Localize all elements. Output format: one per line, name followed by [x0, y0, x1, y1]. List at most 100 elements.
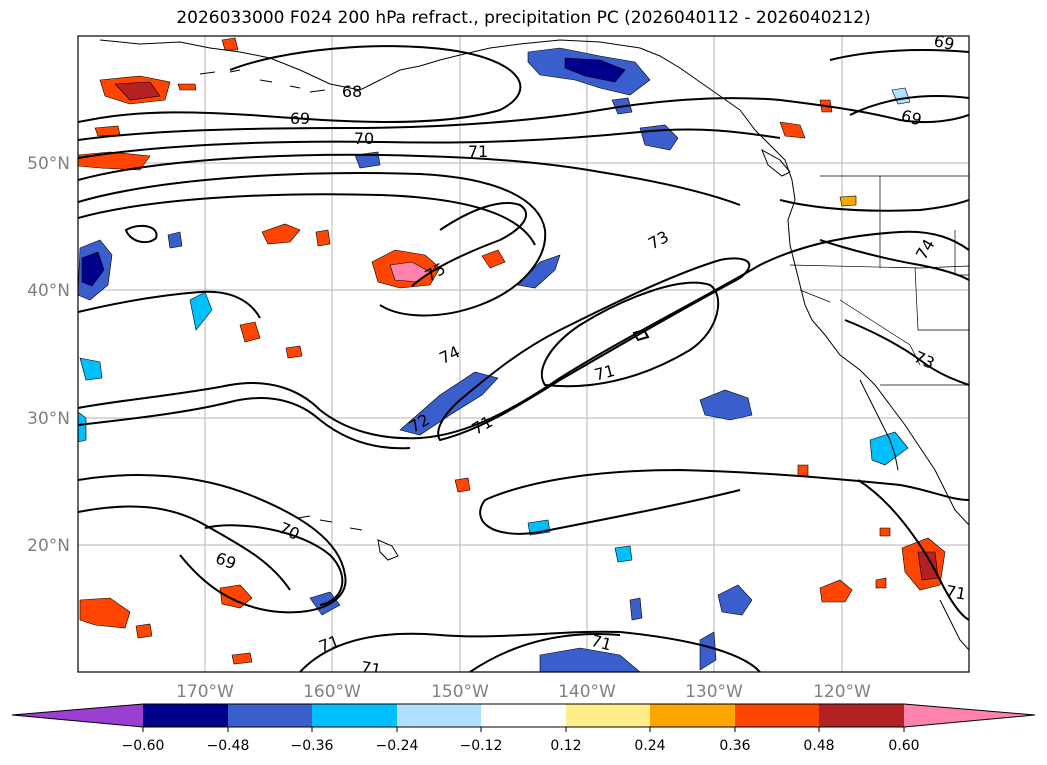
- precip-positive-area: [481, 249, 506, 269]
- precip-negative-area: [869, 431, 909, 466]
- contour-line: [78, 193, 536, 246]
- coastlines: [99, 39, 969, 651]
- colorbar-extend-high: [904, 704, 1035, 727]
- lat-label: 20°N: [27, 536, 70, 556]
- contour-line: [469, 633, 621, 672]
- lon-label: 140°W: [558, 682, 616, 702]
- precip-positive-area: [231, 652, 253, 665]
- lat-label: 30°N: [27, 409, 70, 429]
- colorbar-bin: [735, 704, 819, 727]
- colorbar-tick-label: 0.12: [550, 738, 581, 754]
- colorbar-tick-label: −0.24: [376, 738, 419, 754]
- colorbar-bin: [566, 704, 650, 727]
- precip-negative-area: [539, 647, 641, 672]
- contour-label: 69: [932, 31, 956, 54]
- contour-line: [411, 201, 528, 287]
- contour-line: [124, 224, 158, 244]
- precip-negative-area: [189, 291, 213, 331]
- contour-label: 69: [290, 109, 310, 128]
- precip-negative-core: [81, 251, 105, 287]
- contour-line: [479, 489, 741, 535]
- contour-line: [437, 257, 751, 442]
- map-frame: [77, 35, 970, 673]
- colorbar-tick-label: −0.36: [291, 738, 334, 754]
- colorbar-tick-label: 0.48: [803, 738, 834, 754]
- contour-line: [779, 199, 969, 212]
- colorbar-bin: [819, 704, 904, 727]
- precip-positive-area: [219, 584, 253, 609]
- colorbar-tick-label: −0.48: [207, 738, 250, 754]
- precip-positive-area: [454, 477, 471, 493]
- coastline-alaska: [99, 39, 741, 111]
- lon-label: 170°W: [176, 682, 234, 702]
- precip-negative-core: [564, 57, 626, 83]
- precip-positive-area: [875, 577, 887, 589]
- contour-label: 71: [468, 142, 488, 161]
- precip-positive-area: [261, 223, 301, 245]
- coastline-mexico: [939, 599, 969, 651]
- coastline-na-west: [739, 109, 969, 526]
- precip-negative-area: [717, 584, 753, 616]
- precip-negative-area: [167, 231, 183, 249]
- colorbar-tick-label: 0.36: [719, 738, 750, 754]
- contour-label: 71: [592, 361, 617, 385]
- lon-label: 160°W: [303, 682, 361, 702]
- colorbar-tick-label: 0.24: [634, 738, 665, 754]
- precip-positive-area: [78, 151, 151, 171]
- colorbar-tick-label: −0.60: [122, 738, 165, 754]
- contour-label: 68: [342, 82, 362, 101]
- contour-label: 71: [359, 657, 382, 679]
- contour-line: [78, 505, 291, 591]
- lat-label: 40°N: [27, 281, 70, 301]
- coastline-baja: [859, 379, 899, 471]
- precip-negative-area: [78, 411, 87, 443]
- map-title: 2026033000 F024 200 hPa refract., precip…: [176, 8, 871, 28]
- contour-line: [78, 97, 969, 141]
- colorbar-bin: [481, 704, 566, 727]
- lat-label: 50°N: [27, 154, 70, 174]
- lon-label: 150°W: [431, 682, 489, 702]
- contour-line: [540, 281, 720, 388]
- precip-negative-area: [699, 389, 753, 421]
- precip-positive-area: [239, 321, 261, 343]
- precip-positive-area: [315, 229, 331, 247]
- coastline-hawaii: [297, 515, 399, 561]
- precip-negative-area: [629, 597, 643, 621]
- precip-negative-area: [614, 545, 633, 563]
- precip-positive-area: [779, 121, 806, 139]
- precip-positive-area: [839, 195, 857, 207]
- precip-negative-area: [517, 254, 561, 289]
- map-area: [78, 36, 969, 672]
- colorbar-extend-low: [12, 704, 143, 727]
- contour-label: 70: [354, 129, 374, 148]
- precip-negative-area: [354, 151, 381, 169]
- contour-line: [78, 474, 347, 614]
- precip-positive-area: [285, 345, 303, 359]
- contour-line: [299, 630, 761, 672]
- colorbar: −0.60 −0.48 −0.36 −0.24 −0.12 0.12 0.24 …: [11, 703, 1036, 754]
- colorbar-tick-label: −0.12: [460, 738, 503, 754]
- colorbar-bin: [228, 704, 312, 727]
- precip-positive-area: [177, 83, 197, 91]
- precip-positive-area: [79, 597, 131, 629]
- precip-positive-core: [114, 81, 161, 101]
- contour-line: [78, 397, 411, 450]
- colorbar-bin: [650, 704, 735, 727]
- precip-positive-area: [819, 579, 853, 603]
- political-borders: [789, 175, 969, 386]
- contour-label: 71: [944, 581, 967, 603]
- coastline-vancouver-island: [761, 148, 791, 177]
- lon-label: 120°W: [813, 682, 871, 702]
- precipitation-shading: [78, 37, 946, 672]
- contour-line: [484, 468, 969, 501]
- colorbar-bin: [143, 704, 228, 727]
- contour-line: [849, 95, 969, 116]
- contour-line: [78, 230, 969, 440]
- colorbar-bin: [312, 704, 397, 727]
- contour-line: [78, 290, 261, 319]
- coastline-aleutians: [199, 69, 326, 93]
- graticule: [78, 36, 969, 672]
- precip-positive-area: [135, 623, 153, 639]
- contour-line: [829, 49, 969, 61]
